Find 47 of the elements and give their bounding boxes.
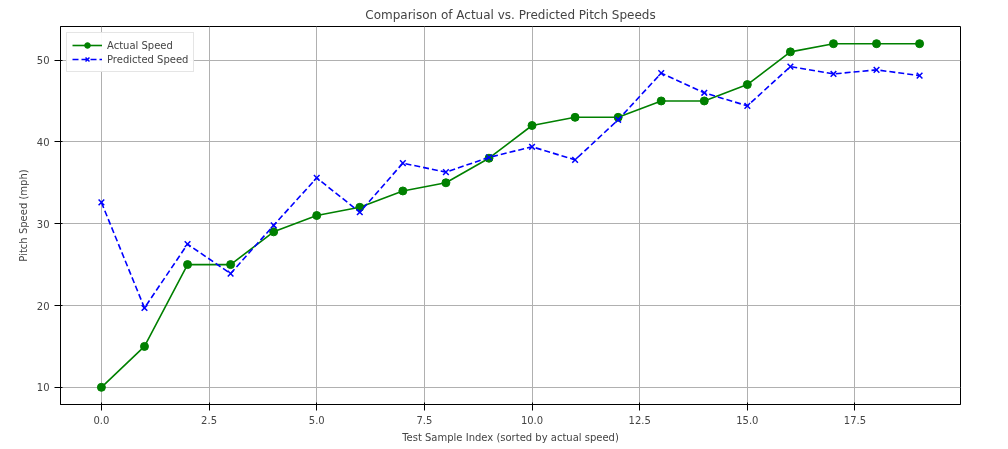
point <box>786 63 794 71</box>
legend-label: Actual Speed <box>107 38 173 52</box>
x-tick-label: 15.0 <box>736 414 759 426</box>
point <box>527 121 537 130</box>
y-axis-title: Pitch Speed (mph) <box>17 169 29 262</box>
point <box>742 80 752 90</box>
point <box>571 156 579 164</box>
y-tick-label: 30 <box>36 218 50 230</box>
y-tick-label: 20 <box>36 300 50 312</box>
point <box>270 221 278 229</box>
x-tick-label: 2.5 <box>201 414 218 426</box>
point <box>356 208 364 216</box>
point <box>399 159 407 167</box>
point <box>183 260 193 270</box>
point <box>139 341 149 351</box>
point <box>828 39 838 49</box>
chart-title: Comparison of Actual vs. Predicted Pitch Speeds <box>365 7 656 22</box>
x-tick-label: 17.5 <box>843 414 867 426</box>
point <box>227 270 235 278</box>
y-tick-label: 50 <box>36 55 50 67</box>
point <box>872 39 882 49</box>
y-tick-label: 40 <box>36 136 50 148</box>
point <box>269 227 279 237</box>
point <box>398 186 408 196</box>
point <box>570 112 580 122</box>
point <box>140 304 149 312</box>
point <box>656 96 666 106</box>
point <box>915 39 925 49</box>
point <box>441 178 451 188</box>
x-tick-label: 7.5 <box>416 414 433 426</box>
point <box>699 96 709 106</box>
point <box>916 72 924 80</box>
x-tick-label: 10.0 <box>520 414 544 426</box>
point <box>829 70 838 78</box>
x-tick-label: 12.5 <box>628 414 651 426</box>
point <box>96 382 106 392</box>
legend-label: Predicted Speed <box>107 52 189 66</box>
point <box>312 211 322 220</box>
point <box>442 168 450 176</box>
point <box>700 89 708 97</box>
x-tick-label: 5.0 <box>308 414 325 426</box>
point <box>226 260 236 270</box>
x-axis-title: Test Sample Index (sorted by actual speed) <box>401 431 619 443</box>
y-tick-label: 10 <box>36 382 50 394</box>
x-tick-label: 0.0 <box>93 414 110 426</box>
point <box>785 47 795 57</box>
point <box>97 198 105 206</box>
